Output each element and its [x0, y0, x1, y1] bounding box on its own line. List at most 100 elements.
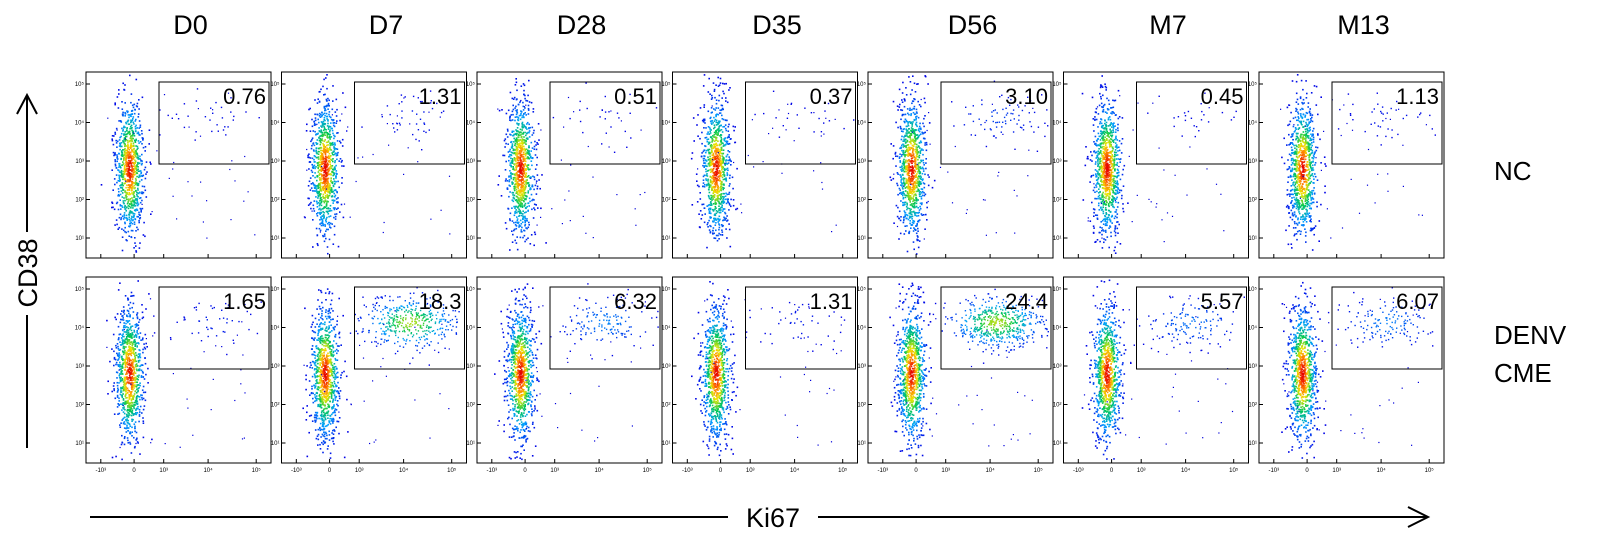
event-point [118, 169, 120, 172]
event-point [124, 147, 126, 150]
event-point [511, 230, 513, 232]
event-point [520, 159, 522, 161]
event-point [1105, 128, 1108, 131]
event-point [714, 202, 717, 204]
event-point [718, 205, 720, 207]
event-point [133, 159, 136, 161]
event-point [126, 120, 129, 123]
event-point [523, 160, 525, 162]
event-point [914, 91, 917, 93]
event-point [709, 163, 711, 166]
event-point [334, 144, 336, 146]
event-point [900, 147, 902, 149]
event-point [401, 110, 403, 112]
event-point [319, 195, 321, 197]
event-point [130, 101, 132, 104]
event-point [924, 173, 926, 176]
event-point [326, 168, 329, 171]
event-point [136, 202, 138, 205]
event-point [905, 132, 907, 134]
event-point [810, 112, 813, 114]
event-point [524, 94, 526, 97]
event-point [130, 236, 132, 238]
event-point [521, 189, 523, 191]
event-point [718, 215, 721, 218]
event-point [722, 160, 725, 163]
row-label: NC [1494, 156, 1532, 186]
event-point [904, 211, 906, 214]
event-point [318, 121, 320, 124]
event-point [314, 124, 317, 126]
event-point [118, 195, 120, 197]
event-point [111, 201, 113, 204]
event-point [513, 141, 515, 143]
event-point [707, 222, 709, 224]
event-point [330, 142, 332, 145]
event-point [693, 140, 695, 142]
event-point [917, 230, 919, 232]
event-point [317, 244, 319, 247]
event-point [924, 193, 927, 196]
event-point [1000, 131, 1002, 133]
event-point [925, 141, 928, 144]
event-point [704, 184, 706, 186]
event-point [907, 148, 909, 151]
event-point [716, 157, 718, 160]
event-point [915, 146, 917, 148]
event-point [717, 179, 719, 181]
event-point [526, 100, 529, 102]
event-point [716, 129, 718, 131]
event-point [516, 116, 518, 118]
event-point [715, 179, 718, 182]
event-point [317, 156, 320, 158]
event-point [630, 137, 632, 139]
event-point [712, 139, 714, 141]
event-point [524, 191, 527, 194]
event-point [518, 194, 521, 196]
event-point [915, 148, 917, 151]
event-point [1122, 210, 1125, 213]
event-point [714, 151, 716, 153]
event-point [725, 168, 727, 170]
event-point [120, 166, 122, 169]
event-point [715, 198, 718, 200]
event-point [327, 137, 329, 139]
event-point [135, 251, 138, 253]
event-point [719, 135, 721, 137]
event-point [204, 116, 207, 118]
event-point [929, 143, 931, 145]
event-point [1037, 126, 1040, 128]
column-titles: D0 D7 D28 D35 D56 M7 M13 [173, 10, 1390, 40]
event-point [321, 123, 324, 125]
event-point [524, 97, 526, 100]
column-title: D56 [948, 10, 998, 40]
event-point [520, 165, 523, 167]
event-point [721, 206, 723, 208]
event-point [132, 106, 135, 109]
event-point [326, 190, 329, 192]
event-point [327, 104, 329, 107]
event-point [719, 155, 722, 157]
event-point [722, 174, 724, 176]
event-point [334, 161, 336, 164]
event-point [725, 202, 728, 205]
event-point [320, 149, 322, 152]
event-point [721, 108, 723, 111]
event-point [133, 161, 135, 164]
event-point [515, 78, 517, 80]
event-point [719, 125, 721, 127]
event-point [907, 192, 910, 195]
event-point [912, 185, 915, 188]
event-point [921, 179, 924, 182]
event-point [139, 217, 141, 220]
gate-percent: 0.37 [810, 84, 853, 109]
event-point [324, 157, 327, 160]
event-point [132, 216, 135, 218]
event-point [120, 190, 123, 192]
event-point [128, 192, 130, 194]
event-point [717, 85, 720, 87]
event-point [728, 177, 731, 179]
event-point [514, 142, 517, 145]
event-point [321, 111, 323, 114]
